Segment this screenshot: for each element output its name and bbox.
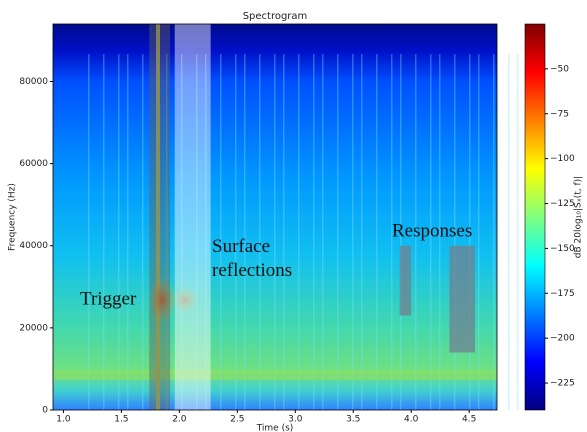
spectrogram-image (53, 24, 497, 410)
y-tick-label: 0 (42, 406, 48, 416)
spectrogram-streak (508, 54, 510, 410)
annotation-label: Surface reflections (212, 236, 292, 281)
colorbar-label: dB 20log₁₀|Sₓ(t, f)| (574, 176, 584, 258)
annotation-region (149, 24, 171, 410)
spectrogram-streak (478, 54, 480, 410)
spectrogram-streak (244, 54, 246, 410)
x-tick-label: 3.5 (346, 415, 360, 425)
spectrogram-streak (361, 54, 363, 410)
colorbar-tick-label: −125 (550, 199, 575, 209)
y-axis-label: Frequency (Hz) (8, 183, 18, 251)
spectrogram-streak (454, 54, 456, 410)
spectrogram-streak (415, 54, 417, 410)
spectrogram-streak (322, 54, 324, 410)
annotation-label: Responses (392, 220, 472, 241)
spectrogram-streak (493, 54, 495, 410)
spectrogram-streak (166, 54, 168, 410)
spectrogram-hotspot (148, 276, 176, 324)
spectrogram-streak (259, 54, 261, 410)
x-tick-label: 1.5 (114, 415, 128, 425)
spectrogram-hotspot (171, 286, 199, 314)
spectrogram-streak (283, 54, 285, 410)
x-tick-label: 4.0 (404, 415, 419, 425)
x-tick-label: 2.5 (230, 415, 244, 425)
spectrogram-streak (337, 54, 339, 410)
spectrogram-streak (352, 54, 354, 410)
spectrogram-streak (400, 54, 402, 410)
spectrogram-streak (142, 54, 144, 410)
spectrogram-streak (118, 54, 120, 410)
colorbar (524, 23, 546, 411)
spectrogram-streak (196, 54, 198, 410)
annotation-label: Trigger (80, 288, 137, 309)
colorbar-tick-label: −175 (550, 289, 575, 299)
x-tick-label: 1.0 (56, 415, 71, 425)
spectrogram-streak (220, 54, 222, 410)
annotation-region (449, 245, 475, 353)
y-tick-label: 20000 (19, 323, 48, 333)
annotation-region (174, 24, 211, 410)
spectrogram-streak (181, 54, 183, 410)
spectrogram-streak (517, 54, 519, 410)
spectrogram-streak (469, 54, 471, 410)
colorbar-tick-label: −75 (550, 109, 569, 119)
spectrogram-streak (313, 54, 315, 410)
chart-title: Spectrogram (243, 11, 308, 22)
y-tick-label: 80000 (19, 77, 48, 87)
spectrogram-streak (205, 54, 207, 410)
colorbar-tick-label: −200 (550, 334, 575, 344)
spectrogram-streak (274, 54, 276, 410)
plot-frame (52, 23, 498, 411)
y-tick-label: 60000 (19, 159, 48, 169)
y-tick-label: 40000 (19, 241, 48, 251)
spectrogram-streak (298, 54, 300, 410)
spectrogram-streak (103, 54, 105, 410)
x-tick-label: 3.0 (288, 415, 303, 425)
spectrogram-streak (391, 54, 393, 410)
spectrogram-streak (235, 54, 237, 410)
spectrogram-band (53, 370, 497, 380)
spectrogram-streak (376, 54, 378, 410)
x-tick-label: 4.5 (462, 415, 476, 425)
spectrogram-streak (88, 54, 90, 410)
x-axis-label: Time (s) (256, 424, 294, 432)
annotation-region (399, 245, 412, 316)
colorbar-tick-label: −225 (550, 379, 575, 389)
colorbar-tick-label: −50 (550, 64, 569, 74)
spectrogram-streak (127, 54, 129, 410)
spectrogram-streak (439, 54, 441, 410)
spectrogram-streak (430, 54, 432, 410)
colorbar-tick-label: −150 (550, 244, 575, 254)
spectrogram-trigger (156, 24, 160, 410)
colorbar-tick-label: −100 (550, 154, 575, 164)
x-tick-label: 2.0 (172, 415, 187, 425)
